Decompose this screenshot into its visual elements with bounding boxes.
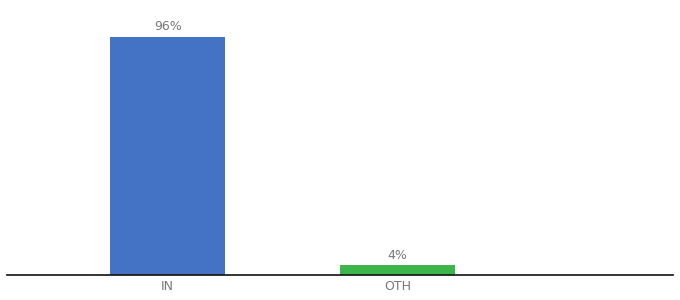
Text: 4%: 4% <box>388 248 407 262</box>
Bar <box>110 37 225 275</box>
Bar <box>340 265 455 275</box>
Text: 96%: 96% <box>154 20 182 33</box>
